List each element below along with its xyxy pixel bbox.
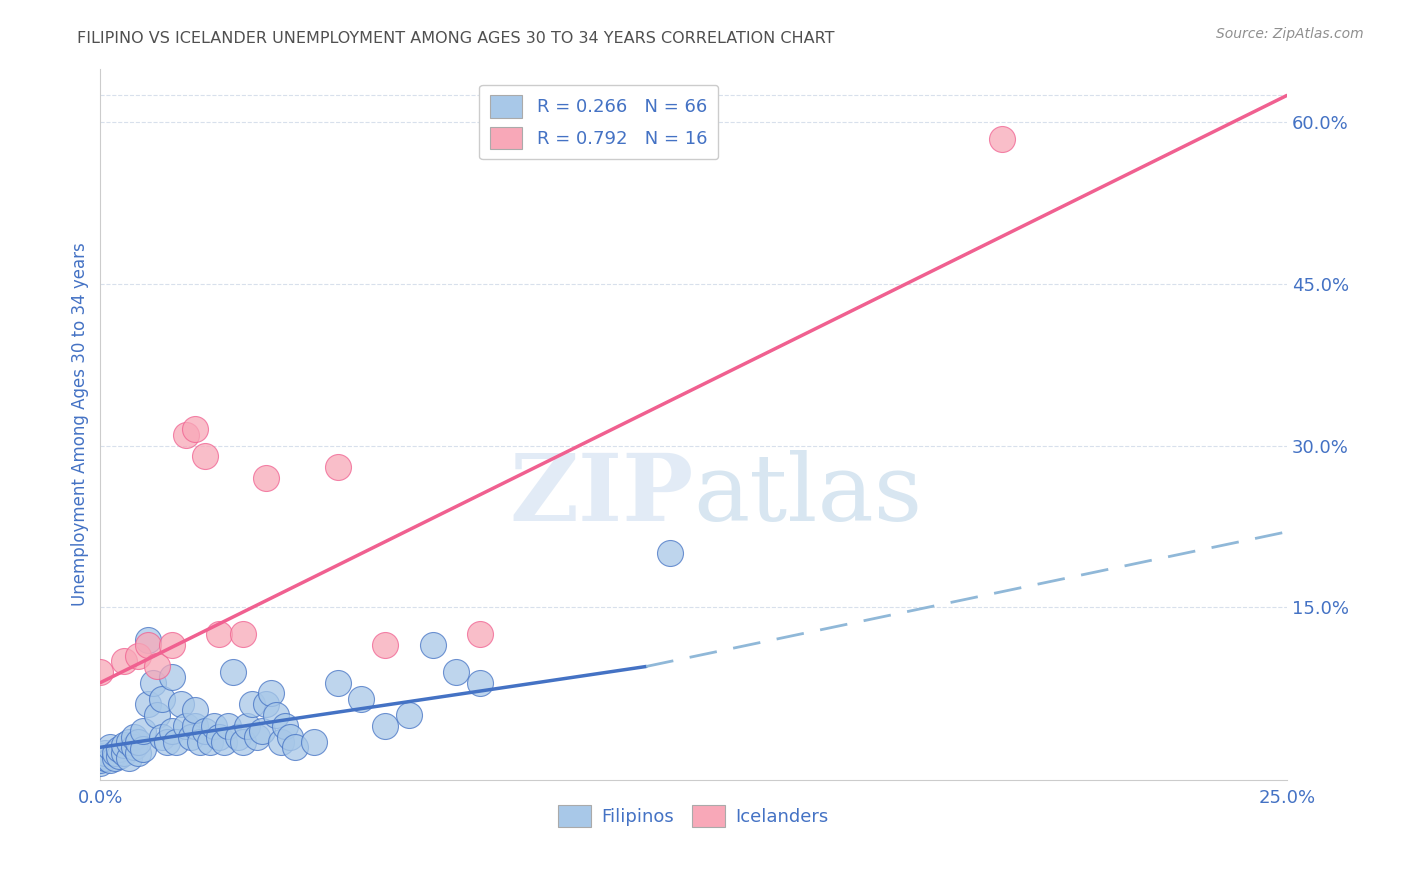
Point: [112, 746, 135, 760]
Point: [136, 632, 159, 647]
Point: [165, 735, 187, 749]
Point: [156, 735, 179, 749]
Point: [422, 638, 444, 652]
Point: [98, 753, 121, 767]
Legend: Filipinos, Icelanders: Filipinos, Icelanders: [551, 798, 837, 835]
Point: [256, 697, 278, 711]
Point: [174, 719, 197, 733]
Point: [278, 730, 301, 744]
Point: [232, 735, 254, 749]
Point: [326, 460, 349, 475]
Point: [112, 738, 135, 752]
Point: [236, 719, 259, 733]
Point: [89, 753, 111, 767]
Point: [108, 742, 131, 756]
Point: [103, 751, 125, 765]
Point: [160, 638, 183, 652]
Point: [350, 691, 373, 706]
Point: [468, 627, 491, 641]
Point: [468, 675, 491, 690]
Point: [246, 730, 269, 744]
Point: [122, 730, 145, 744]
Point: [198, 735, 221, 749]
Point: [208, 627, 231, 641]
Point: [184, 719, 207, 733]
Point: [136, 638, 159, 652]
Point: [118, 751, 141, 765]
Point: [142, 675, 165, 690]
Point: [658, 546, 681, 560]
Point: [98, 740, 121, 755]
Point: [194, 450, 217, 464]
Point: [180, 730, 202, 744]
Point: [170, 697, 193, 711]
Text: Source: ZipAtlas.com: Source: ZipAtlas.com: [1216, 27, 1364, 41]
Point: [284, 740, 307, 755]
Point: [250, 724, 273, 739]
Point: [94, 746, 117, 760]
Point: [184, 702, 207, 716]
Point: [160, 724, 183, 739]
Point: [212, 735, 235, 749]
Point: [194, 724, 217, 739]
Point: [260, 686, 283, 700]
Point: [94, 751, 117, 765]
Point: [240, 697, 263, 711]
Point: [302, 735, 325, 749]
Point: [991, 131, 1014, 145]
Point: [222, 665, 245, 679]
Point: [89, 665, 111, 679]
Point: [374, 638, 396, 652]
Text: FILIPINO VS ICELANDER UNEMPLOYMENT AMONG AGES 30 TO 34 YEARS CORRELATION CHART: FILIPINO VS ICELANDER UNEMPLOYMENT AMONG…: [77, 31, 835, 46]
Point: [146, 708, 169, 723]
Point: [188, 735, 211, 749]
Point: [326, 675, 349, 690]
Point: [184, 422, 207, 436]
Point: [127, 648, 149, 663]
Point: [132, 724, 155, 739]
Point: [160, 670, 183, 684]
Point: [232, 627, 254, 641]
Point: [136, 697, 159, 711]
Point: [274, 719, 297, 733]
Point: [218, 719, 240, 733]
Point: [446, 665, 468, 679]
Point: [264, 708, 287, 723]
Point: [208, 730, 231, 744]
Point: [226, 730, 249, 744]
Point: [108, 748, 131, 763]
Point: [122, 740, 145, 755]
Point: [146, 659, 169, 673]
Point: [89, 756, 111, 771]
Point: [103, 746, 125, 760]
Text: ZIP: ZIP: [509, 450, 693, 541]
Point: [127, 746, 149, 760]
Point: [374, 719, 396, 733]
Point: [118, 735, 141, 749]
Point: [127, 735, 149, 749]
Point: [150, 730, 173, 744]
Point: [270, 735, 292, 749]
Point: [202, 719, 225, 733]
Point: [150, 691, 173, 706]
Point: [256, 471, 278, 485]
Point: [89, 748, 111, 763]
Point: [112, 654, 135, 668]
Text: atlas: atlas: [693, 450, 922, 541]
Point: [398, 708, 420, 723]
Y-axis label: Unemployment Among Ages 30 to 34 years: Unemployment Among Ages 30 to 34 years: [72, 243, 89, 606]
Point: [174, 427, 197, 442]
Point: [132, 742, 155, 756]
